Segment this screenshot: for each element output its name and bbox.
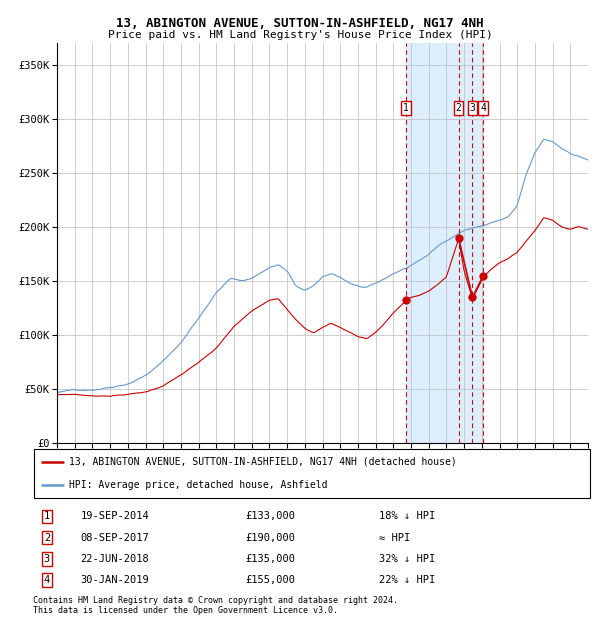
Text: 13, ABINGTON AVENUE, SUTTON-IN-ASHFIELD, NG17 4NH (detached house): 13, ABINGTON AVENUE, SUTTON-IN-ASHFIELD,…	[69, 456, 457, 466]
Text: Contains HM Land Registry data © Crown copyright and database right 2024.: Contains HM Land Registry data © Crown c…	[33, 596, 398, 604]
Text: 4: 4	[44, 575, 50, 585]
Text: 22% ↓ HPI: 22% ↓ HPI	[379, 575, 435, 585]
Text: ≈ HPI: ≈ HPI	[379, 533, 410, 542]
Text: £135,000: £135,000	[245, 554, 295, 564]
Text: Price paid vs. HM Land Registry's House Price Index (HPI): Price paid vs. HM Land Registry's House …	[107, 30, 493, 40]
Text: 3: 3	[44, 554, 50, 564]
Text: £133,000: £133,000	[245, 512, 295, 521]
Bar	[406, 43, 483, 443]
Text: 2: 2	[44, 533, 50, 542]
Text: 30-JAN-2019: 30-JAN-2019	[80, 575, 149, 585]
Text: 1: 1	[44, 512, 50, 521]
Text: HPI: Average price, detached house, Ashfield: HPI: Average price, detached house, Ashf…	[69, 480, 328, 490]
Text: 13, ABINGTON AVENUE, SUTTON-IN-ASHFIELD, NG17 4NH: 13, ABINGTON AVENUE, SUTTON-IN-ASHFIELD,…	[116, 17, 484, 30]
Text: £155,000: £155,000	[245, 575, 295, 585]
Text: 18% ↓ HPI: 18% ↓ HPI	[379, 512, 435, 521]
Text: This data is licensed under the Open Government Licence v3.0.: This data is licensed under the Open Gov…	[33, 606, 338, 614]
Text: 19-SEP-2014: 19-SEP-2014	[80, 512, 149, 521]
Text: £190,000: £190,000	[245, 533, 295, 542]
Text: 32% ↓ HPI: 32% ↓ HPI	[379, 554, 435, 564]
FancyBboxPatch shape	[34, 449, 590, 498]
Text: 1: 1	[403, 104, 409, 113]
Text: 22-JUN-2018: 22-JUN-2018	[80, 554, 149, 564]
Text: 4: 4	[480, 104, 486, 113]
Text: 3: 3	[469, 104, 475, 113]
Text: 2: 2	[455, 104, 461, 113]
Text: 08-SEP-2017: 08-SEP-2017	[80, 533, 149, 542]
